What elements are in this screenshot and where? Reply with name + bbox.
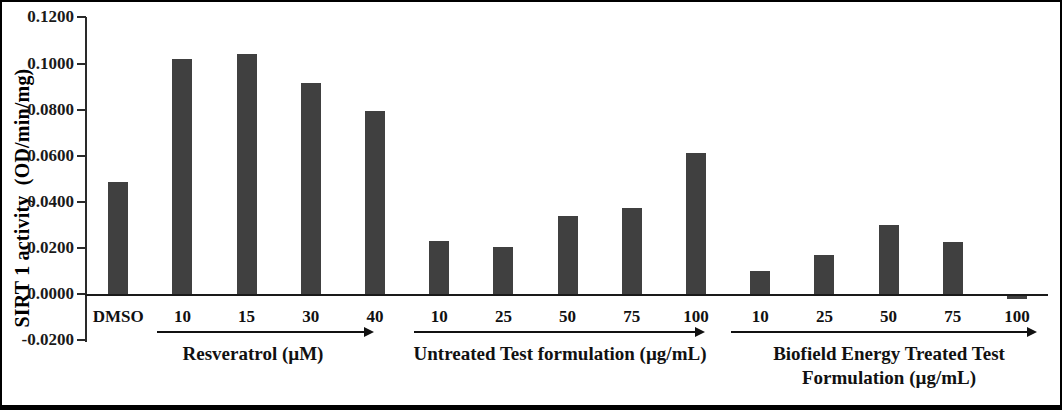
x-tick-label: 40	[343, 307, 407, 327]
bar-25	[814, 255, 834, 294]
bar-15	[237, 54, 257, 294]
x-tick-label: 50	[536, 307, 600, 327]
bar-50	[879, 225, 899, 294]
sirt1-activity-bar-chart: SIRT 1 activity (OD/min/mg) 0.12000.1000…	[0, 0, 1062, 410]
x-tick-label: 100	[664, 307, 728, 327]
group-label: Biofield Energy Treated TestFormulation …	[773, 342, 1005, 390]
y-tick-label: 0.1000	[2, 54, 74, 74]
x-tick-label: 15	[215, 307, 279, 327]
x-tick-label: 75	[921, 307, 985, 327]
y-tick-label: -0.0200	[2, 330, 74, 350]
y-tick-label: 0.0200	[2, 238, 74, 258]
x-tick-label: 25	[471, 307, 535, 327]
x-tick-label: 50	[857, 307, 921, 327]
x-tick-label: 10	[728, 307, 792, 327]
y-tick-label: 0.0000	[2, 284, 74, 304]
y-tick-label: 0.1200	[2, 7, 74, 27]
y-tick-label: 0.0400	[2, 192, 74, 212]
y-tick-label: 0.0600	[2, 146, 74, 166]
bar-100	[686, 153, 706, 294]
group-arrow-line	[157, 331, 366, 333]
bar-75	[943, 242, 963, 294]
bar-10	[750, 271, 770, 294]
bar-25	[493, 247, 513, 294]
bar-100	[1007, 296, 1027, 299]
bar-10	[429, 241, 449, 294]
group-label: Resveratrol (µM)	[183, 342, 324, 366]
x-axis-zero-line	[85, 294, 1048, 296]
bar-75	[622, 208, 642, 294]
bar-10	[172, 59, 192, 294]
y-tick-label: 0.0800	[2, 100, 74, 120]
x-tick-label: 10	[150, 307, 214, 327]
group-arrow-head	[1027, 327, 1037, 337]
bar-30	[301, 83, 321, 294]
group-arrow-head	[695, 327, 705, 337]
group-label: Untreated Test formulation (µg/mL)	[414, 342, 707, 366]
x-tick-label: 25	[792, 307, 856, 327]
bar-40	[365, 111, 385, 294]
group-arrow-line	[731, 331, 1029, 333]
group-arrow-line	[414, 331, 697, 333]
bar-50	[558, 216, 578, 294]
x-tick-label: 30	[279, 307, 343, 327]
x-tick-label: DMSO	[86, 307, 150, 327]
group-arrow-head	[364, 327, 374, 337]
x-tick-label: 100	[985, 307, 1049, 327]
bar-dmso	[108, 182, 128, 294]
x-tick-label: 10	[407, 307, 471, 327]
x-tick-label: 75	[600, 307, 664, 327]
